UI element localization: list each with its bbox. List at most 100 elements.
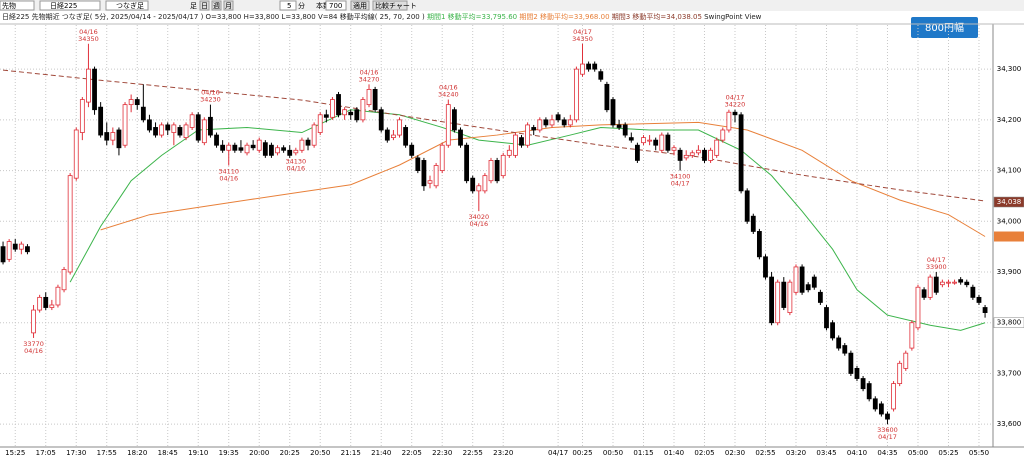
- candle-body: [610, 99, 616, 126]
- candle-body: [281, 147, 287, 151]
- candle-body: [427, 180, 433, 184]
- candle-body: [275, 147, 280, 154]
- candle-body: [293, 149, 299, 154]
- button[interactable]: [223, 0, 234, 11]
- interval-input[interactable]: [279, 0, 297, 11]
- swing-date: 04/16: [360, 68, 379, 76]
- candle-body: [811, 276, 817, 288]
- foot: 足: [190, 2, 197, 10]
- market-select[interactable]: [0, 0, 35, 11]
- x-tick-label: 05:50: [969, 449, 989, 457]
- range-button[interactable]: [911, 17, 978, 38]
- candle-body: [756, 231, 762, 258]
- y-tick-label: 34,300: [997, 65, 1022, 73]
- symbol-select[interactable]: [39, 0, 101, 11]
- candle-body: [116, 129, 122, 149]
- x-tick-label: 04:35: [877, 449, 897, 457]
- candle-body: [519, 137, 524, 146]
- x-tick-label: 21:15: [341, 449, 361, 457]
- candle-body: [421, 160, 427, 187]
- candle-body: [476, 185, 482, 192]
- candle-body: [799, 266, 805, 293]
- candle-body: [793, 266, 799, 293]
- candle-body: [683, 154, 689, 159]
- candle-body: [531, 127, 537, 131]
- moving-average: [2, 69, 986, 202]
- y-tick-label: 34,100: [997, 167, 1022, 175]
- candle-body: [360, 99, 366, 121]
- candle-body: [549, 119, 555, 126]
- last-price-label: 33,800: [997, 319, 1022, 327]
- candle-body: [598, 71, 604, 80]
- candle-body: [641, 137, 646, 144]
- candle-body: [409, 144, 415, 156]
- x-tick-label: 18:20: [127, 449, 147, 457]
- candle-body: [763, 256, 768, 278]
- candle-body: [933, 276, 939, 293]
- candle-body: [659, 134, 665, 151]
- candle-body: [958, 279, 964, 283]
- count: 700: [329, 2, 342, 10]
- candle-body: [854, 367, 860, 379]
- last-price-box: [993, 317, 1024, 328]
- candle-body: [43, 296, 49, 308]
- candle-body: [891, 383, 896, 410]
- candle-body: [262, 142, 268, 156]
- swing-date: 04/16: [469, 220, 488, 228]
- candle-body: [287, 149, 293, 156]
- candle-body: [628, 137, 634, 141]
- x-tick-label: 20:50: [310, 449, 330, 457]
- candle-body: [208, 116, 213, 136]
- candle-body: [256, 139, 262, 151]
- candle-body: [153, 127, 158, 136]
- candle-body: [622, 124, 628, 136]
- x-tick-label: 20:25: [280, 449, 300, 457]
- x-tick-label: 03:20: [786, 449, 806, 457]
- apply-button[interactable]: [350, 0, 370, 11]
- candle-body: [366, 89, 372, 106]
- candle-body: [171, 124, 177, 133]
- swing-date: 04/16: [219, 174, 238, 182]
- candle-body: [232, 144, 238, 151]
- candle-body: [0, 246, 6, 263]
- x-tick-label: 22:05: [402, 449, 422, 457]
- x-tick-label: 23:20: [493, 449, 513, 457]
- swing-price: 34350: [78, 35, 99, 43]
- info-line: 日経225 先物期近 つなぎ足( 5分, 2025/04/14 - 2025/0…: [2, 12, 762, 21]
- candle-body: [12, 243, 18, 250]
- candle-body: [159, 124, 165, 136]
- candle-body: [220, 144, 226, 151]
- candle-body: [824, 307, 829, 329]
- candle-body: [494, 160, 500, 182]
- candle-body: [330, 99, 335, 118]
- x-tick-label: 19:10: [188, 449, 208, 457]
- candle-body: [842, 345, 848, 354]
- candle-body: [391, 134, 396, 139]
- candle-body: [634, 144, 640, 161]
- x-tick-label: 15:25: [5, 449, 25, 457]
- swing-price: 34270: [359, 75, 380, 83]
- button[interactable]: [211, 0, 222, 11]
- candle-body: [817, 291, 823, 303]
- candle-body: [372, 89, 378, 111]
- candle-body: [140, 106, 146, 121]
- candle-body: [177, 127, 183, 136]
- candle-body: [305, 139, 311, 146]
- button[interactable]: [199, 0, 210, 11]
- candle-body: [92, 68, 97, 111]
- candle-body: [647, 139, 652, 142]
- candle-body: [903, 352, 909, 369]
- candle-body: [915, 286, 921, 329]
- candle-body: [415, 157, 421, 171]
- compare-button[interactable]: [372, 0, 408, 11]
- candle-body: [574, 68, 579, 121]
- candle-body: [122, 104, 128, 146]
- candle-body: [567, 119, 573, 126]
- candle-body: [921, 289, 927, 298]
- candle-body: [500, 154, 506, 177]
- candle-body: [939, 281, 945, 286]
- bar-type-select[interactable]: [105, 0, 149, 11]
- count-input[interactable]: [325, 0, 347, 11]
- candle-body: [726, 111, 732, 131]
